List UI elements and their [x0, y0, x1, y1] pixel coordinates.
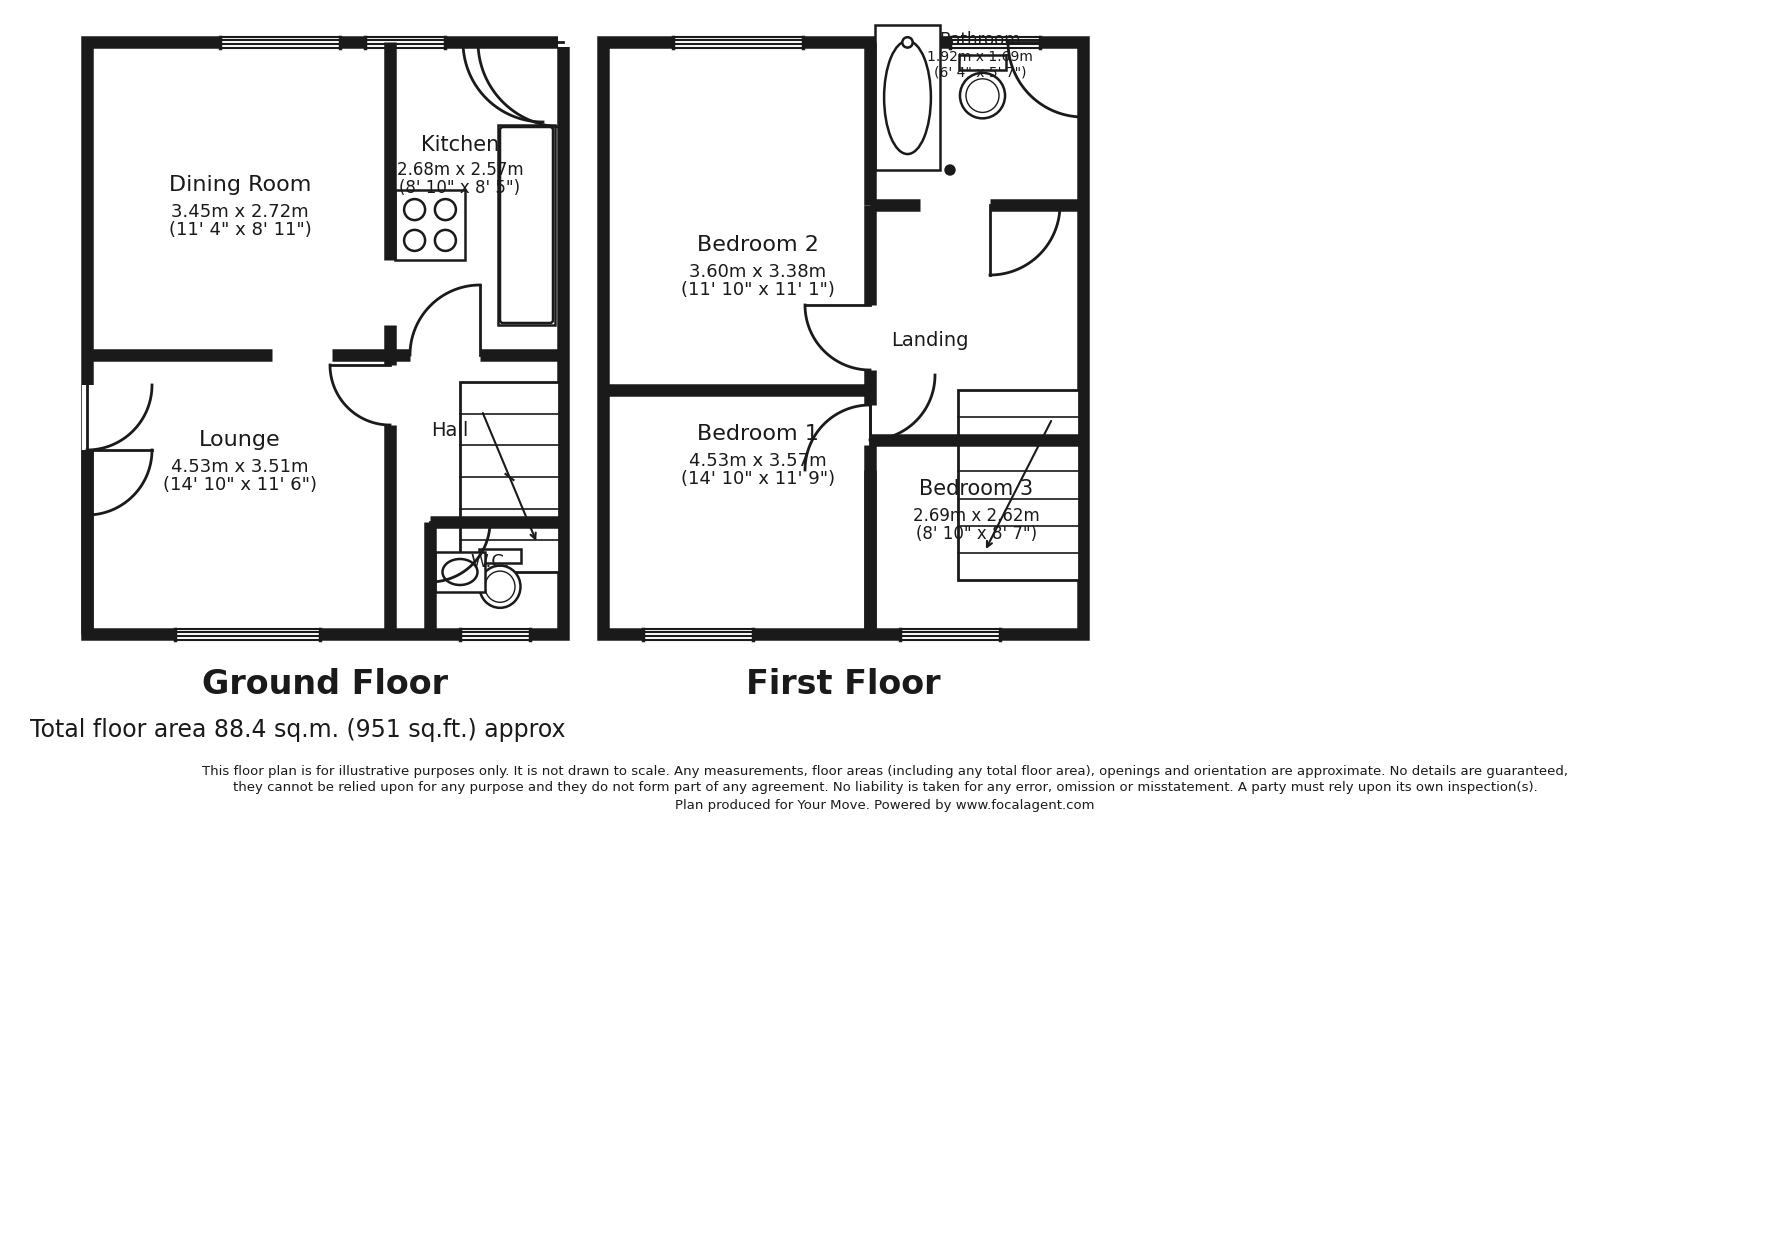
Text: (14' 10" x 11' 6"): (14' 10" x 11' 6"): [163, 476, 317, 494]
Text: 2.69m x 2.62m: 2.69m x 2.62m: [914, 507, 1040, 525]
Text: (8' 10" x 8' 5"): (8' 10" x 8' 5"): [400, 179, 521, 197]
Text: Bathroom: Bathroom: [939, 31, 1020, 50]
Text: (6' 4" x 5' 7"): (6' 4" x 5' 7"): [933, 64, 1025, 79]
Text: 4.53m x 3.57m: 4.53m x 3.57m: [689, 453, 827, 470]
Text: 1.92m x 1.69m: 1.92m x 1.69m: [926, 50, 1032, 64]
Text: Landing: Landing: [891, 331, 969, 350]
Circle shape: [436, 229, 455, 250]
Text: (11' 4" x 8' 11"): (11' 4" x 8' 11"): [168, 221, 312, 239]
Circle shape: [404, 200, 425, 219]
Bar: [460, 629, 530, 640]
Ellipse shape: [443, 559, 478, 585]
Ellipse shape: [480, 565, 521, 608]
Text: 4.53m x 3.51m: 4.53m x 3.51m: [172, 458, 308, 476]
Text: 2.68m x 2.57m: 2.68m x 2.57m: [397, 161, 522, 179]
Text: Plan produced for Your Move. Powered by www.focalagent.com: Plan produced for Your Move. Powered by …: [675, 799, 1094, 811]
Text: First Floor: First Floor: [746, 668, 940, 702]
Text: Bedroom 2: Bedroom 2: [698, 236, 818, 255]
Text: (11' 10" x 11' 1"): (11' 10" x 11' 1"): [682, 281, 834, 299]
Ellipse shape: [965, 79, 999, 113]
Bar: [558, 32, 574, 47]
Ellipse shape: [960, 73, 1006, 118]
Bar: [365, 36, 445, 47]
Text: Kitchen: Kitchen: [421, 135, 499, 155]
Text: 3.60m x 3.38m: 3.60m x 3.38m: [689, 263, 827, 281]
Text: Ground Floor: Ground Floor: [202, 668, 448, 702]
Text: W.C.: W.C.: [469, 553, 510, 570]
Text: Bedroom 1: Bedroom 1: [698, 424, 818, 444]
Bar: [864, 370, 880, 450]
Bar: [958, 391, 1079, 580]
Text: (14' 10" x 11' 9"): (14' 10" x 11' 9"): [680, 470, 836, 489]
Text: This floor plan is for illustrative purposes only. It is not drawn to scale. Any: This floor plan is for illustrative purp…: [202, 765, 1567, 779]
Bar: [460, 382, 560, 572]
Bar: [81, 384, 96, 450]
Bar: [602, 42, 1084, 634]
Bar: [436, 552, 485, 591]
Text: 3.45m x 2.72m: 3.45m x 2.72m: [172, 203, 308, 221]
Bar: [498, 125, 554, 325]
Text: Hall: Hall: [432, 420, 469, 439]
Ellipse shape: [884, 41, 932, 154]
Circle shape: [901, 37, 912, 47]
FancyBboxPatch shape: [499, 126, 553, 322]
Circle shape: [436, 200, 455, 219]
Circle shape: [946, 165, 955, 175]
Bar: [395, 190, 466, 260]
Bar: [220, 36, 340, 47]
Text: Total floor area 88.4 sq.m. (951 sq.ft.) approx: Total floor area 88.4 sq.m. (951 sq.ft.)…: [30, 718, 565, 742]
Text: Bedroom 3: Bedroom 3: [919, 479, 1034, 498]
Bar: [900, 629, 1001, 640]
Bar: [175, 629, 321, 640]
Bar: [643, 629, 753, 640]
Text: they cannot be relied upon for any purpose and they do not form part of any agre: they cannot be relied upon for any purpo…: [232, 781, 1537, 795]
Bar: [875, 25, 940, 170]
Bar: [478, 549, 521, 563]
Bar: [949, 36, 1040, 47]
Text: (8' 10" x 8' 7"): (8' 10" x 8' 7"): [916, 525, 1038, 543]
Ellipse shape: [485, 572, 515, 603]
Bar: [673, 36, 802, 47]
Text: Lounge: Lounge: [198, 430, 282, 450]
Circle shape: [404, 229, 425, 250]
Text: Dining Room: Dining Room: [168, 175, 312, 195]
Bar: [87, 42, 563, 634]
Bar: [960, 55, 1006, 71]
